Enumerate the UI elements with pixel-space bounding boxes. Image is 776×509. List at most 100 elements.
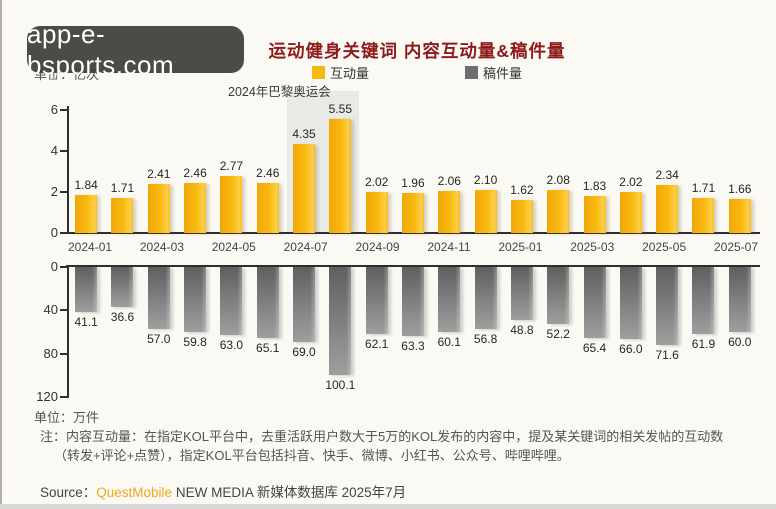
interaction-bar: [510, 199, 533, 233]
bottom-ytick-mark: [60, 309, 67, 312]
interaction-value-label: 4.35: [292, 126, 316, 141]
article-bar-slot: 61.9: [685, 267, 721, 397]
chart-title: 运动健身关键词 内容互动量&稿件量: [268, 41, 566, 61]
article-bar-slot: 48.8: [504, 267, 540, 397]
bottom-edge-strip: [0, 504, 776, 509]
interaction-bar: [547, 190, 570, 233]
interaction-bar-slot: 2.08: [540, 110, 576, 233]
date-label: [542, 240, 570, 256]
article-value-label: 63.3: [401, 338, 425, 353]
article-value-label: 52.2: [546, 326, 570, 341]
article-bar-slot: 60.1: [431, 267, 467, 397]
article-bar: [293, 267, 316, 342]
interaction-bar-slot: 2.06: [431, 110, 467, 233]
article-bar-slot: 41.1: [68, 267, 104, 397]
interaction-bar-slot: 2.10: [467, 110, 503, 233]
interaction-value-label: 5.55: [328, 102, 353, 117]
interaction-bar-slot: 5.55: [322, 102, 358, 233]
legend-item-interaction: 互动量: [311, 63, 369, 82]
interaction-bar-slot: 2.77: [213, 110, 249, 233]
article-value-label: 36.6: [110, 309, 135, 324]
chart-legend: 互动量 稿件量: [0, 63, 776, 82]
top-ytick-mark: [60, 191, 67, 193]
date-label: [400, 240, 428, 256]
olympics-annotation: 2024年巴黎奥运会: [228, 85, 331, 99]
interaction-value-label: 1.96: [401, 175, 425, 190]
article-bar: [147, 267, 170, 329]
interaction-value-label: 2.02: [364, 174, 389, 189]
interaction-bar: [365, 191, 388, 233]
watermark-text: app-e-bsports.com: [27, 18, 175, 80]
unit-label-bottom: 单位：万件: [34, 410, 100, 425]
interaction-bar: [111, 197, 134, 233]
interaction-bar-slot: 2.02: [359, 110, 395, 233]
date-label: [256, 240, 284, 256]
article-value-label: 62.1: [364, 337, 389, 352]
article-bar-slot: 56.8: [467, 267, 503, 397]
date-label: [614, 240, 642, 256]
article-bar-slot: 60.0: [722, 267, 758, 397]
top-ytick-label: 2: [50, 184, 58, 199]
interaction-bar: [619, 191, 642, 233]
top-chart-ytick-labels: 0 2 4 6: [34, 102, 58, 240]
top-chart-x-axis: [66, 232, 760, 234]
interaction-bar-slot: 2.46: [250, 110, 286, 233]
article-bar: [220, 267, 243, 336]
article-bar: [583, 267, 606, 338]
interaction-bar-slot: 2.34: [649, 110, 685, 233]
interaction-value-label: 1.62: [510, 182, 534, 197]
interaction-value-label: 2.08: [546, 173, 570, 188]
article-bar: [474, 267, 497, 329]
source-rest: NEW MEDIA 新媒体数据库 2025年7月: [172, 485, 407, 500]
bottom-ytick-label: 80: [43, 345, 58, 361]
article-bar-slot: 36.6: [104, 267, 140, 397]
article-bar: [111, 267, 134, 307]
article-value-label: 71.6: [655, 347, 679, 362]
source-line: Source：QuestMobile NEW MEDIA 新媒体数据库 2025…: [40, 481, 406, 501]
footnote: 注：内容互动量：在指定KOL平台中，去重活跃用户数大于5万的KOL发布的内容中，…: [40, 428, 752, 466]
interaction-bar-slot: 1.71: [685, 110, 721, 233]
watermark-badge: app-e-bsports.com: [27, 19, 244, 80]
interaction-bar: [75, 195, 98, 233]
interaction-bar-slot: 1.62: [504, 110, 540, 233]
date-label: 2025-03: [570, 240, 615, 254]
article-value-label: 100.1: [325, 378, 356, 393]
article-bar: [365, 267, 388, 335]
article-value-label: 60.0: [728, 335, 752, 349]
bottom-ytick-mark: [60, 352, 67, 355]
interaction-value-label: 2.46: [256, 165, 280, 180]
x-axis-date-labels: 2024-01 2024-03 2024-05 2024-07 2024-09 2024-…: [68, 240, 758, 256]
article-value-label: 65.1: [256, 340, 280, 355]
article-value-label: 65.4: [582, 340, 607, 355]
date-label: [112, 240, 140, 256]
article-bar-slot: 65.4: [576, 267, 612, 397]
interaction-value-label: 2.10: [473, 172, 498, 187]
article-bar-slot: 62.1: [359, 267, 395, 397]
legend-item-articles: 稿件量: [465, 63, 522, 82]
interaction-bar: [293, 143, 316, 233]
article-bar: [510, 267, 533, 320]
article-value-label: 57.0: [147, 331, 171, 346]
article-value-label: 60.1: [437, 335, 461, 350]
interaction-bar: [438, 190, 461, 233]
article-bar: [184, 267, 207, 332]
article-bar: [692, 267, 715, 335]
interaction-bar-slot: 2.02: [613, 110, 649, 233]
interaction-bar-slot: 1.71: [104, 110, 140, 233]
interaction-value-label: 2.46: [183, 165, 207, 180]
article-bars: 41.1 36.6 57.0 59.8 63.0 65.1 69.0 100.1 62.1 63.…: [68, 267, 758, 397]
bottom-ytick-label: 120: [36, 389, 58, 404]
interaction-value-label: 2.02: [619, 174, 643, 189]
bottom-chart-x-axis: [66, 265, 760, 267]
interaction-bar: [401, 192, 424, 233]
article-value-label: 66.0: [619, 341, 643, 356]
interaction-value-label: 1.71: [691, 180, 716, 195]
interaction-bar: [184, 182, 207, 233]
article-bar-slot: 63.3: [395, 267, 431, 397]
top-ytick-label: 4: [50, 143, 58, 158]
article-bar: [438, 267, 461, 333]
interaction-bar: [692, 197, 715, 233]
left-edge-strip: [0, 0, 2, 509]
date-label: [328, 240, 356, 256]
